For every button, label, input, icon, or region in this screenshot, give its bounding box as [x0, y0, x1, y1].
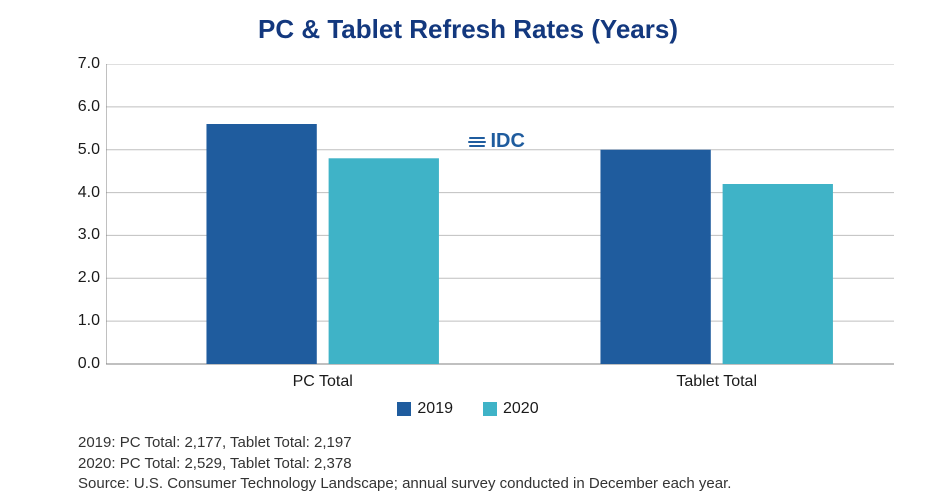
legend-label-2019: 2019 [417, 400, 453, 418]
idc-logo-icon [468, 133, 486, 151]
bar [206, 124, 316, 364]
y-tick-label: 4.0 [62, 184, 100, 202]
idc-watermark-text: IDC [490, 130, 524, 153]
y-tick-label: 3.0 [62, 226, 100, 244]
bar [329, 158, 439, 364]
bar-chart-svg: PC Total Tablet Total [106, 64, 894, 394]
footer-line-2: 2020: PC Total: 2,529, Tablet Total: 2,3… [78, 454, 731, 474]
category-label: PC Total [293, 373, 353, 390]
y-tick-label: 1.0 [62, 312, 100, 330]
legend-swatch-2020 [483, 402, 497, 416]
chart-container: { "title": { "text": "PC & Tablet Refres… [0, 0, 936, 504]
bar-chart: PC Total Tablet Total [106, 64, 894, 394]
category-label: Tablet Total [676, 373, 757, 390]
chart-title: PC & Tablet Refresh Rates (Years) [0, 14, 936, 45]
legend-label-2020: 2020 [503, 400, 539, 418]
footer-line-1: 2019: PC Total: 2,177, Tablet Total: 2,1… [78, 433, 731, 453]
footer-line-3: Source: U.S. Consumer Technology Landsca… [78, 474, 731, 494]
idc-watermark: IDC [468, 130, 524, 153]
bar [600, 150, 710, 364]
bar [723, 184, 833, 364]
legend-item-2020: 2020 [483, 400, 539, 418]
y-tick-label: 7.0 [62, 55, 100, 73]
y-tick-label: 0.0 [62, 355, 100, 373]
legend-item-2019: 2019 [397, 400, 453, 418]
y-tick-label: 6.0 [62, 98, 100, 116]
chart-footer: 2019: PC Total: 2,177, Tablet Total: 2,1… [78, 433, 731, 494]
chart-legend: 2019 2020 [0, 400, 936, 418]
legend-swatch-2019 [397, 402, 411, 416]
y-tick-label: 2.0 [62, 269, 100, 287]
y-tick-label: 5.0 [62, 141, 100, 159]
